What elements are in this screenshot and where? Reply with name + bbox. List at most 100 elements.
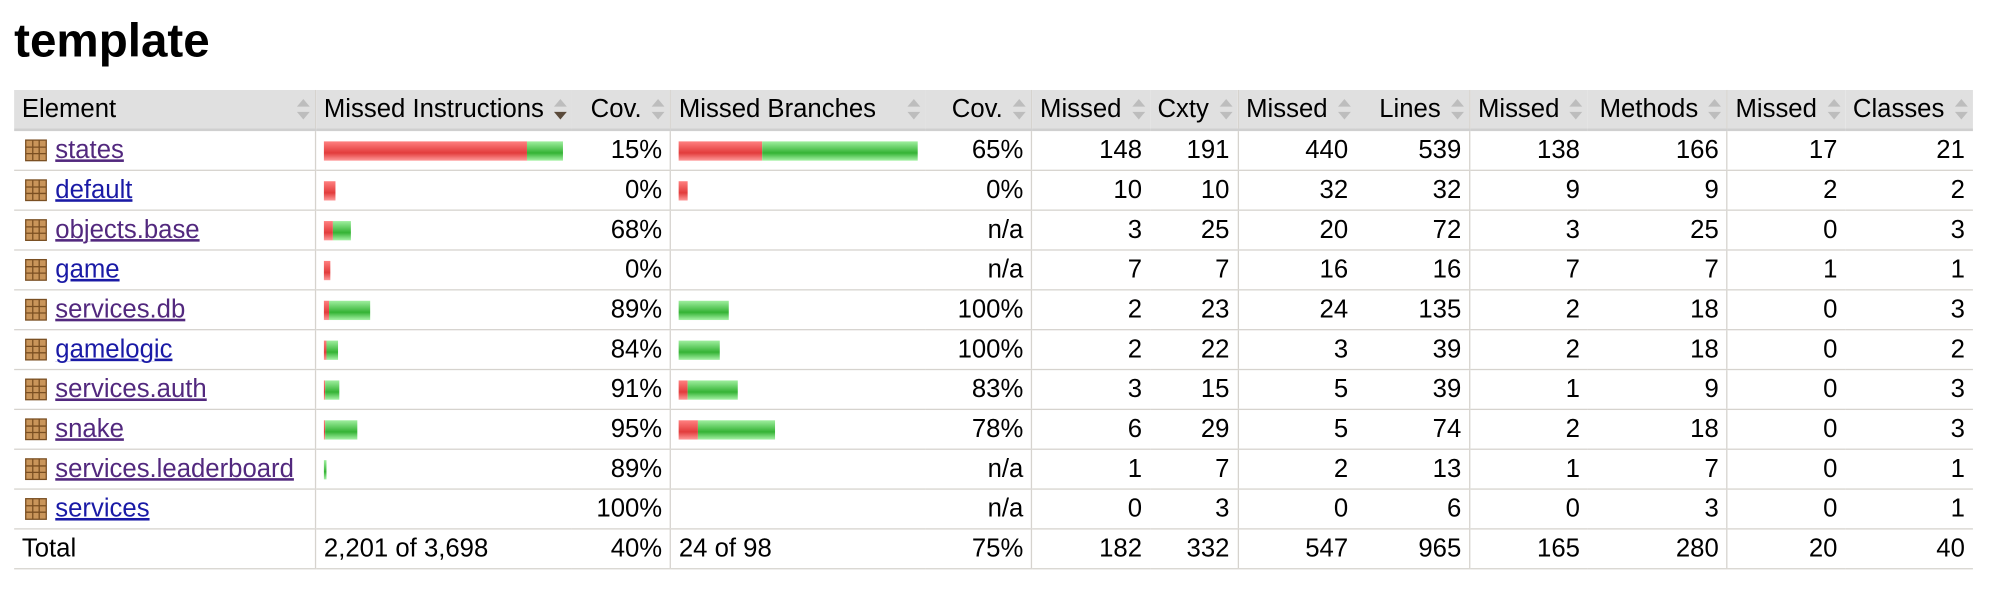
instr-cov: 91% [572,369,671,411]
methods: 9 [1587,170,1728,211]
covered-bar [332,220,351,240]
element-cell: game [14,249,316,291]
covered-bar [678,340,720,360]
total-classes: 40 [1845,528,1973,570]
missed-bar [323,141,527,161]
covered-bar [698,419,776,440]
col-branch-cov[interactable]: Cov. [925,89,1032,132]
total-missed-methods: 165 [1468,528,1588,570]
missed-methods: 3 [1468,210,1588,251]
col-classes[interactable]: Classes [1845,89,1973,132]
package-link[interactable]: services.db [55,294,186,324]
covered-bar [526,141,563,161]
package-link[interactable]: states [55,135,124,164]
instr-cov: 100% [572,489,671,530]
instr-cov: 95% [572,409,671,450]
col-cxty[interactable]: Cxty [1149,89,1238,132]
col-instr-cov[interactable]: Cov. [572,89,671,132]
table-row: services.leaderboard 89% n/a 1 7 2 13 1 7 0 1 [14,449,1973,490]
package-link[interactable]: snake [55,414,124,443]
coverage-bar [323,260,331,280]
col-missed-branches[interactable]: Missed Branches [669,89,926,132]
col-missed-instructions[interactable]: Missed Instructions [314,89,573,132]
sort-arrows-icon [1219,98,1233,120]
covered-bar [323,459,327,480]
methods: 18 [1587,329,1728,371]
instructions-bar-cell [314,369,573,411]
missed-cxty: 1 [1031,449,1150,490]
package-link[interactable]: services.leaderboard [55,454,294,483]
classes: 3 [1845,210,1973,251]
branch-cov: 100% [925,289,1032,331]
cxty: 7 [1149,249,1238,291]
missed-bar [678,419,699,440]
methods: 18 [1587,289,1728,331]
methods: 7 [1587,249,1728,291]
missed-bar [678,180,688,201]
package-link[interactable]: services [55,494,150,523]
col-missed-lines[interactable]: Missed [1237,89,1356,132]
package-link[interactable]: objects.base [55,215,200,244]
instructions-bar-cell [314,449,573,490]
missed-bar [323,340,327,360]
cxty: 7 [1149,449,1238,490]
col-lines[interactable]: Lines [1355,89,1470,132]
lines: 13 [1355,449,1470,490]
branch-cov: 78% [925,409,1032,450]
element-cell: services.db [14,289,316,331]
missed-bar [323,419,326,440]
element-cell: services.auth [14,369,316,411]
branch-cov: 100% [925,329,1032,371]
missed-cxty: 2 [1031,329,1150,371]
cxty: 22 [1149,329,1238,371]
table-row: gamelogic 84% 100% 2 22 3 39 2 18 0 2 [14,329,1973,371]
covered-bar [325,419,358,440]
total-instructions: 2,201 of 3,698 [314,528,573,570]
methods: 18 [1587,409,1728,450]
lines: 72 [1355,210,1470,251]
methods: 7 [1587,449,1728,490]
missed-methods: 138 [1468,129,1588,171]
missed-bar [323,300,330,320]
lines: 39 [1355,329,1470,371]
missed-bar [323,260,331,280]
coverage-rows: states 15% 65% 148 191 440 539 138 166 17 21 defaul… [14,129,1973,530]
total-branch-cov: 75% [925,528,1032,570]
package-link[interactable]: default [55,175,133,204]
instr-cov: 84% [572,329,671,371]
methods: 25 [1587,210,1728,251]
total-missed-cxty: 182 [1031,528,1150,570]
missed-lines: 5 [1237,369,1356,411]
col-missed-classes[interactable]: Missed [1726,89,1846,132]
missed-cxty: 3 [1031,210,1150,251]
coverage-bar [323,419,358,440]
package-link[interactable]: gamelogic [55,334,173,364]
instr-cov: 0% [572,249,671,291]
branches-bar-cell [669,329,926,371]
missed-methods: 7 [1468,249,1588,291]
coverage-bar [323,340,339,360]
package-link[interactable]: game [55,255,120,284]
col-missed-methods[interactable]: Missed [1468,89,1588,132]
missed-methods: 2 [1468,289,1588,331]
missed-methods: 1 [1468,369,1588,411]
col-element[interactable]: Element [14,89,316,132]
classes: 3 [1845,409,1973,450]
table-row: services.db 89% 100% 2 23 24 135 2 18 0 3 [14,289,1973,331]
cxty: 29 [1149,409,1238,450]
col-missed-cxty[interactable]: Missed [1031,89,1150,132]
table-row: default 0% 0% 10 10 32 32 9 9 2 2 [14,170,1973,211]
branch-cov: n/a [925,489,1032,530]
table-row: snake 95% 78% 6 29 5 74 2 18 0 3 [14,409,1973,450]
missed-methods: 2 [1468,409,1588,450]
element-cell: services [14,489,316,530]
cxty: 191 [1149,129,1238,171]
branches-bar-cell [669,409,926,450]
branches-bar-cell [669,210,926,251]
element-cell: services.leaderboard [14,449,316,490]
package-link[interactable]: services.auth [55,374,207,403]
col-methods[interactable]: Methods [1587,89,1728,132]
classes: 2 [1845,329,1973,371]
branches-bar-cell [669,249,926,291]
branch-cov: n/a [925,210,1032,251]
